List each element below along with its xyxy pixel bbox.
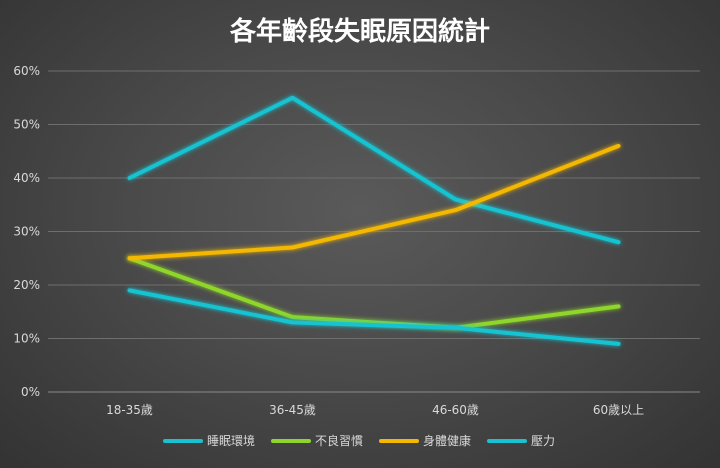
y-tick-label: 10% bbox=[13, 332, 40, 346]
y-tick-label: 30% bbox=[13, 225, 40, 239]
grid bbox=[48, 70, 700, 393]
x-tick-label: 18-35歲 bbox=[106, 403, 153, 417]
y-tick-label: 60% bbox=[13, 64, 40, 78]
legend-item: 不良習慣 bbox=[271, 433, 363, 448]
legend: 睡眠環境 不良習慣 身體健康 壓力 bbox=[163, 433, 555, 448]
x-tick-label: 36-45歲 bbox=[269, 403, 316, 417]
x-tick-label: 46-60歲 bbox=[432, 403, 479, 417]
legend-label: 睡眠環境 bbox=[207, 433, 255, 448]
y-tick-label: 20% bbox=[13, 278, 40, 292]
legend-item: 睡眠環境 bbox=[163, 433, 255, 448]
series-line-3 bbox=[127, 143, 621, 261]
chart-title: 各年齡段失眠原因統計 bbox=[229, 16, 490, 47]
series-lines bbox=[127, 95, 621, 346]
y-axis-tick-labels: 0% 10% 20% 30% 40% 50% 60% bbox=[13, 64, 40, 399]
y-tick-label: 50% bbox=[13, 118, 40, 132]
legend-item: 身體健康 bbox=[379, 433, 471, 448]
legend-label: 壓力 bbox=[531, 434, 555, 448]
legend-item: 壓力 bbox=[487, 434, 555, 448]
x-tick-label: 60歲以上 bbox=[593, 403, 644, 417]
series-line-2 bbox=[127, 256, 621, 330]
x-axis-tick-labels: 18-35歲 36-45歲 46-60歲 60歲以上 bbox=[106, 403, 644, 417]
legend-label: 不良習慣 bbox=[315, 433, 363, 448]
y-tick-label: 40% bbox=[13, 171, 40, 185]
legend-label: 身體健康 bbox=[423, 433, 471, 448]
series-line-1 bbox=[127, 95, 621, 245]
y-tick-label: 0% bbox=[21, 385, 40, 399]
series-line-4 bbox=[127, 288, 621, 346]
